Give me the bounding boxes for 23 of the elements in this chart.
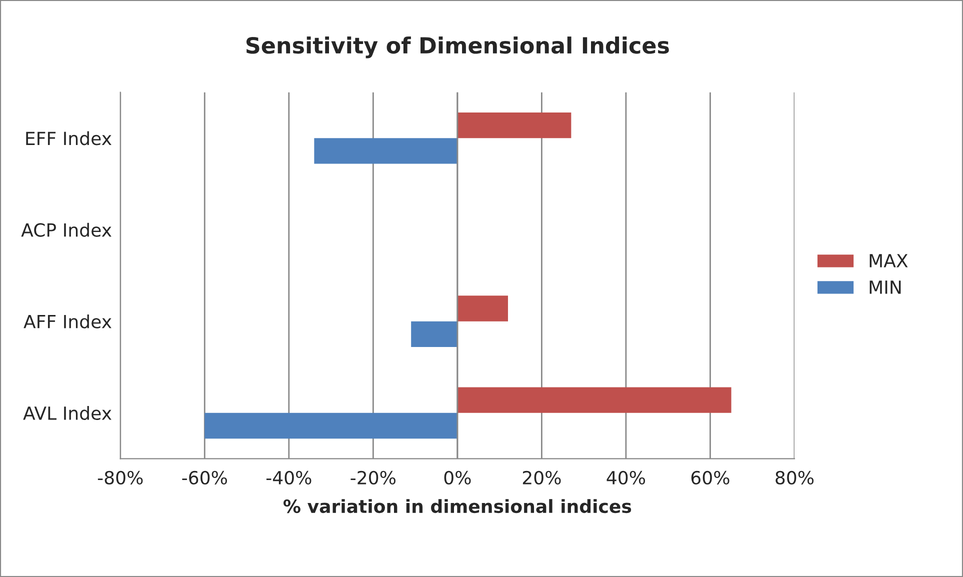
x-tick-label: 0% [444, 470, 471, 484]
bar [411, 321, 458, 347]
legend-label: MAX [870, 254, 908, 268]
x-tick-label: 60% [691, 470, 730, 484]
x-tick-label: -40% [266, 470, 312, 484]
x-tick-label: 40% [606, 470, 646, 484]
legend-label: MIN [870, 280, 901, 294]
y-tick-label: ACP Index [21, 222, 112, 237]
y-tick-label: AFF Index [24, 314, 112, 328]
bar [314, 138, 458, 164]
chart-title: Sensitivity of Dimensional Indices [246, 36, 669, 58]
bar [204, 412, 458, 439]
x-tick-label: -20% [350, 470, 396, 484]
x-tick-label: 80% [776, 470, 814, 484]
bar [457, 387, 732, 413]
x-tick-label: 20% [522, 470, 561, 484]
bar [457, 112, 572, 138]
y-tick-label: AVL Index [23, 406, 112, 420]
bar [457, 296, 508, 322]
x-axis-title: % variation in dimensional indices [283, 499, 632, 514]
x-tick-label: -60% [182, 470, 227, 484]
y-tick-label: EFF Index [26, 131, 112, 146]
x-tick-label: -80% [98, 470, 143, 484]
